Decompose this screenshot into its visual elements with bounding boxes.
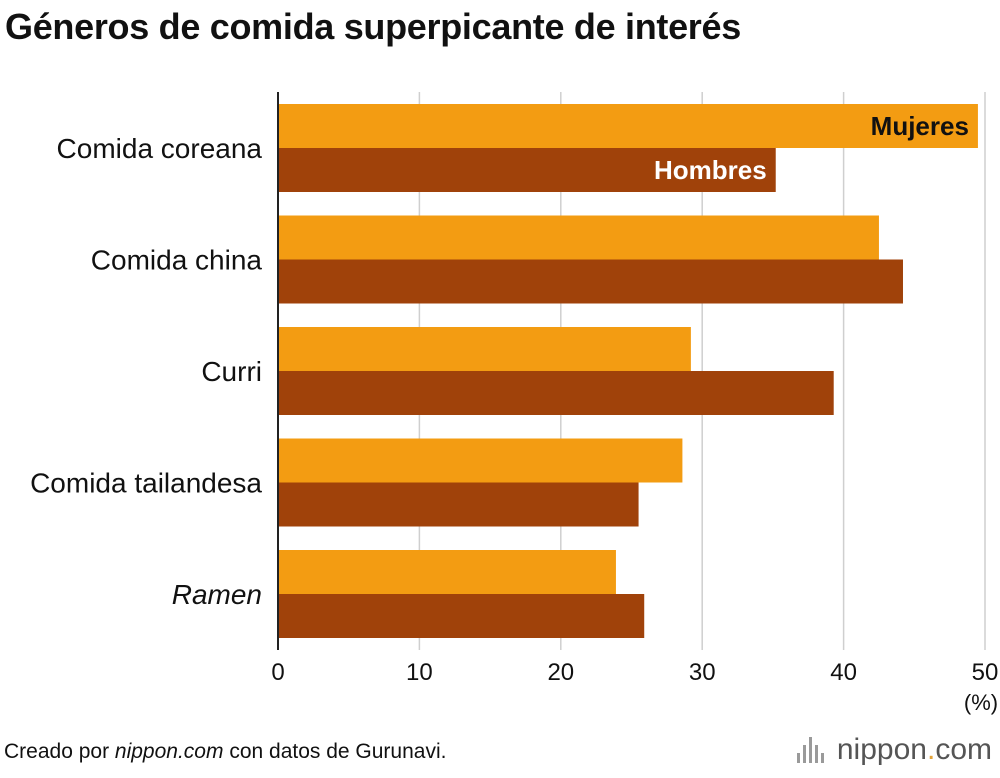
- x-tick-label: 30: [689, 659, 716, 686]
- bar-hombres-3: [278, 482, 639, 527]
- category-label: Comida coreana: [57, 133, 263, 164]
- bars: [278, 104, 978, 638]
- x-unit-label: (%): [964, 690, 998, 715]
- chart-title: Géneros de comida superpicante de interé…: [5, 6, 741, 47]
- x-tick-label: 20: [547, 659, 574, 686]
- nippon-logo: nippon. com: [796, 733, 992, 767]
- x-tick-label: 40: [830, 659, 857, 686]
- x-tick-label: 0: [271, 659, 284, 686]
- bar-chart: 0 10 20 30 40 50 (%) Comida coreana Comida china…: [30, 92, 998, 715]
- bar-hombres-1: [278, 259, 903, 304]
- category-label: Comida china: [91, 245, 263, 276]
- logo-tld: com: [935, 733, 992, 766]
- source-prefix: Creado por: [4, 740, 115, 763]
- source-site: nippon.com: [114, 740, 224, 763]
- source-note: Creado por nippon.com con datos de Gurun…: [4, 740, 446, 764]
- category-label: Ramen: [172, 579, 262, 610]
- bar-mujeres-2: [278, 327, 691, 371]
- logo-dot: .: [926, 733, 936, 766]
- bar-hombres-2: [278, 371, 834, 415]
- bar-hombres-0: [278, 148, 776, 192]
- bar-hombres-4: [278, 594, 645, 638]
- logo-brand: nippon: [836, 733, 927, 766]
- x-tick-label: 10: [406, 659, 433, 686]
- logo-mark-icon: [796, 737, 827, 763]
- series-label-hombres: Hombres: [654, 155, 767, 185]
- bar-mujeres-3: [278, 438, 683, 483]
- category-label: Curri: [201, 356, 262, 387]
- source-suffix: con datos de Gurunavi.: [223, 740, 447, 763]
- category-label: Comida tailandesa: [30, 468, 262, 499]
- x-tick-label: 50: [972, 659, 999, 686]
- labels: 0 10 20 30 40 50 (%) Comida coreana Comida china…: [30, 111, 998, 715]
- bar-mujeres-4: [278, 550, 616, 594]
- bar-mujeres-0: [278, 104, 978, 148]
- series-label-mujeres: Mujeres: [871, 111, 969, 141]
- bar-mujeres-1: [278, 215, 879, 260]
